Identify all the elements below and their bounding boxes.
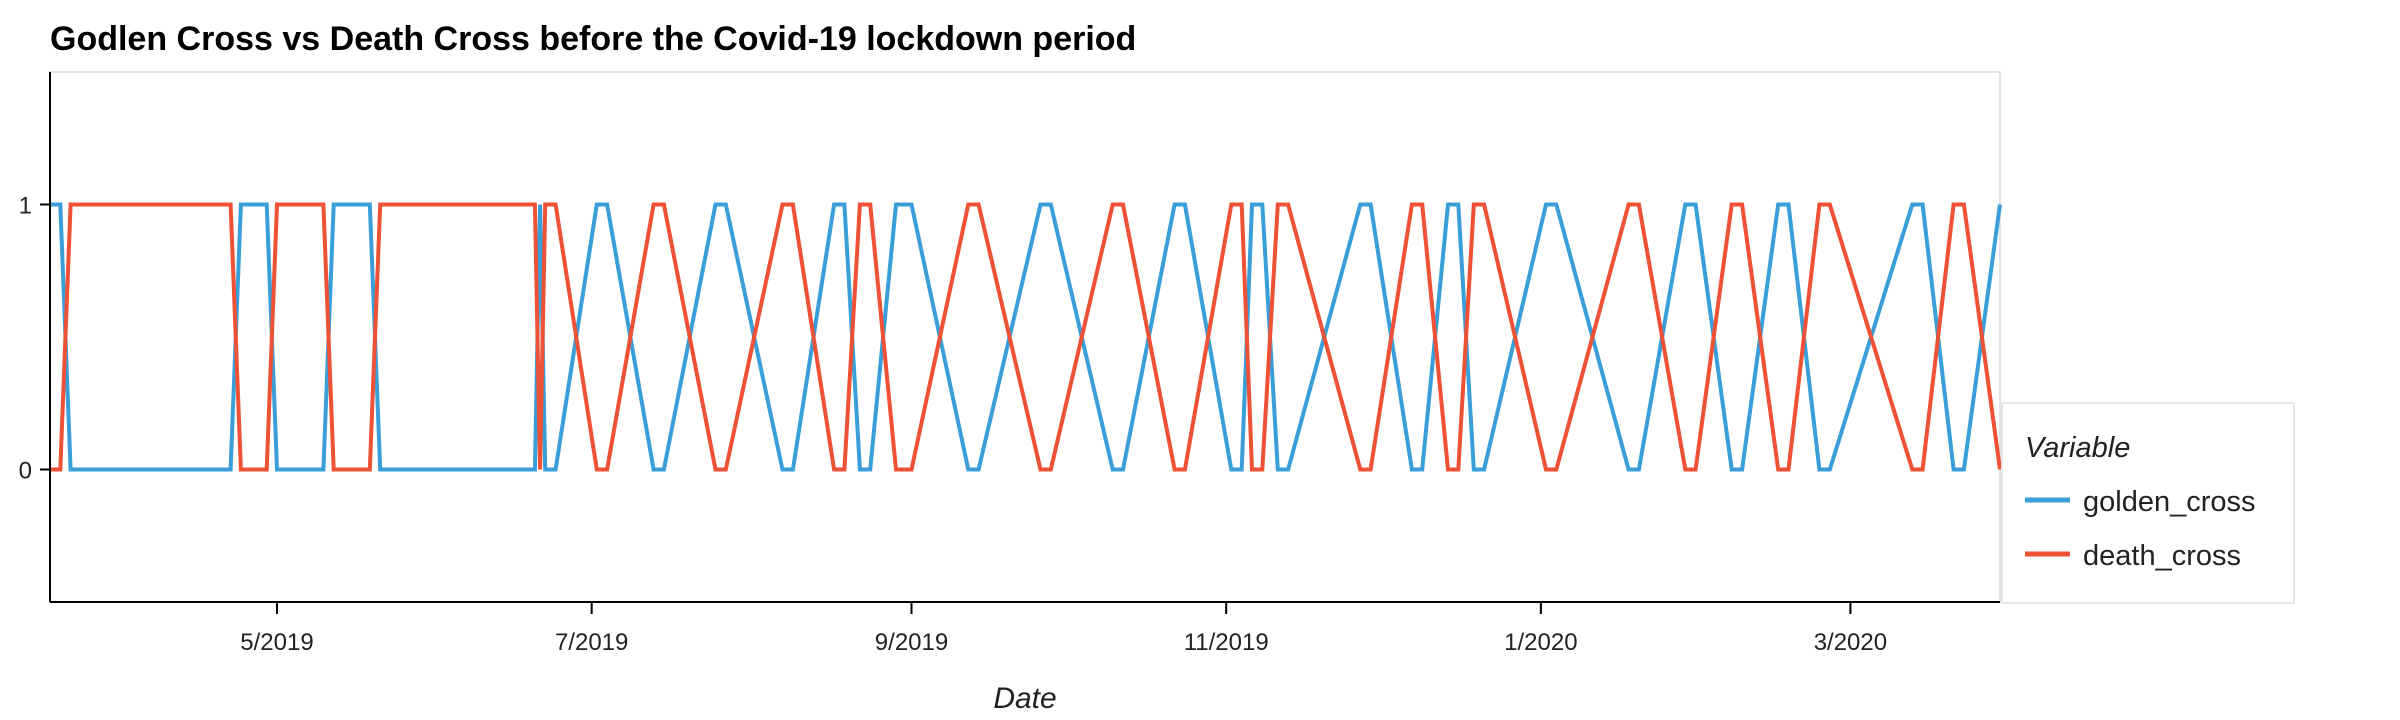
series-line-golden-cross (50, 202, 2002, 472)
x-tick-label: 9/2019 (875, 629, 948, 656)
series-line-death-cross (50, 202, 2002, 472)
y-tick-label: 0 (19, 458, 32, 485)
legend-label-death-cross: death_cross (2083, 540, 2241, 572)
x-axis-label: Date (993, 682, 1056, 715)
chart-title: Godlen Cross vs Death Cross before the C… (50, 20, 1136, 58)
legend-label-golden-cross: golden_cross (2083, 486, 2256, 518)
x-tick-label: 5/2019 (240, 629, 313, 656)
series-layer (50, 202, 2002, 472)
legend-title: Variable (2025, 432, 2130, 464)
x-tick-label: 11/2019 (1184, 629, 1269, 656)
y-tick-label: 1 (19, 193, 32, 220)
x-tick-label: 1/2020 (1504, 629, 1577, 656)
legend-box (2001, 402, 2295, 604)
x-tick-label: 7/2019 (555, 629, 628, 656)
legend: Variable golden_cross death_cross (2001, 402, 2295, 604)
plot-frame (49, 71, 2001, 603)
x-tick-label: 3/2020 (1814, 629, 1887, 656)
x-ticks: 5/2019 7/2019 9/2019 11/2019 1/2020 3/2020 (240, 602, 1887, 656)
y-ticks: 01 (19, 193, 50, 485)
